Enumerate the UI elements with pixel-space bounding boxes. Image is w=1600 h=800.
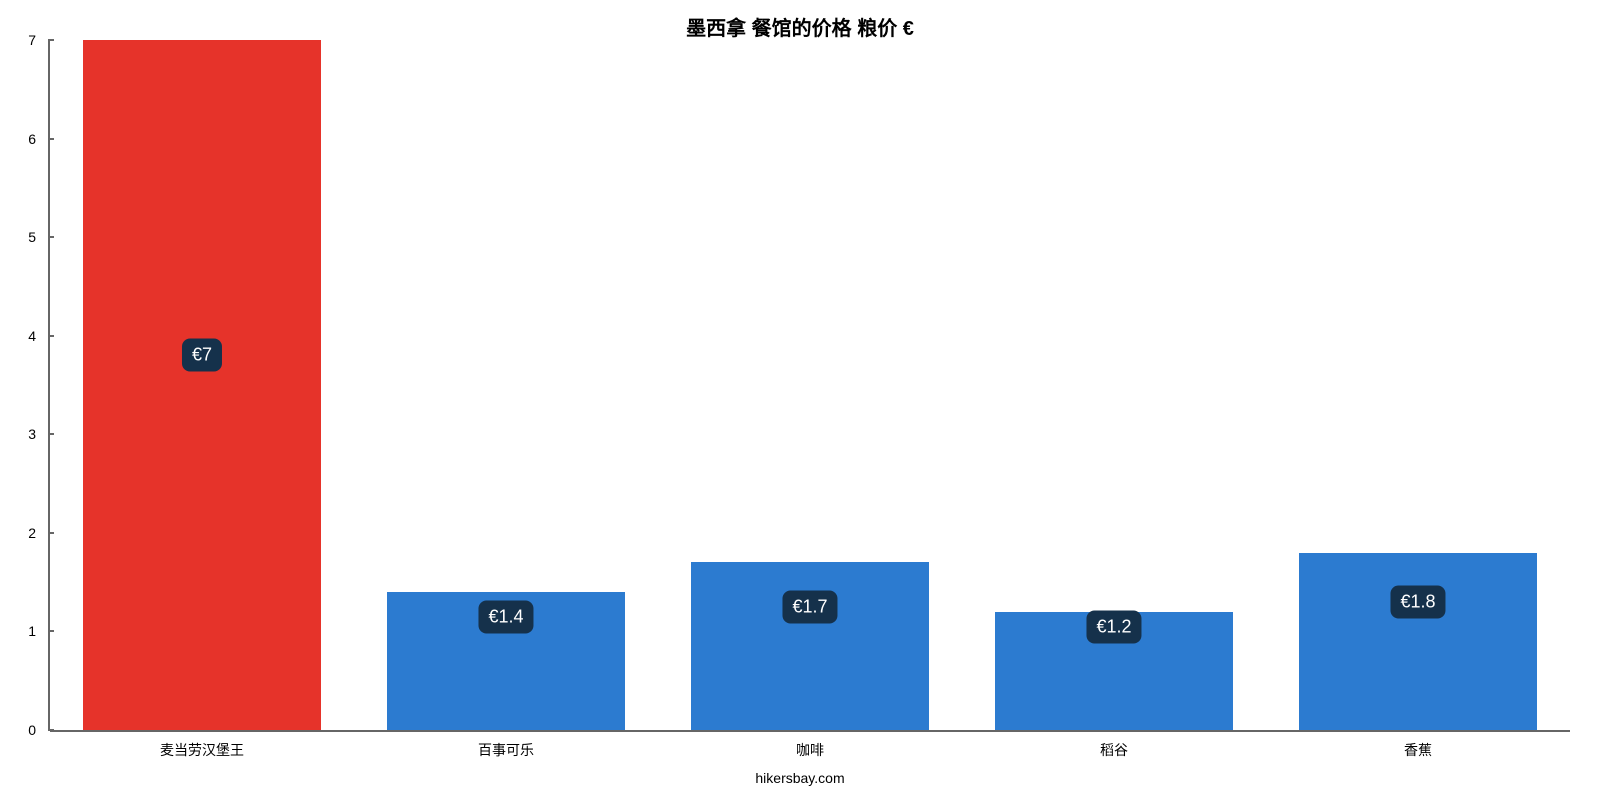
x-axis-label: 百事可乐	[354, 740, 658, 760]
value-badge: €1.4	[478, 600, 533, 633]
x-axis-label: 稻谷	[962, 740, 1266, 760]
x-axis-labels: 麦当劳汉堡王百事可乐咖啡稻谷香蕉	[50, 740, 1570, 760]
y-axis-tick-label: 2	[28, 525, 36, 541]
y-axis-tick-label: 1	[28, 623, 36, 639]
y-axis-tick-label: 6	[28, 131, 36, 147]
x-axis-label: 香蕉	[1266, 740, 1570, 760]
chart-title: 墨西拿 餐馆的价格 粮价 €	[0, 12, 1600, 41]
chart-container: 墨西拿 餐馆的价格 粮价 € 0 1 2 3 4 5 6 7 €7 €1.4 €1.7 €1.2 €1…	[0, 0, 1600, 800]
y-axis-tick-label: 5	[28, 229, 36, 245]
value-badge: €1.7	[782, 590, 837, 623]
y-axis-tick-label: 0	[28, 722, 36, 738]
x-axis	[50, 730, 1570, 732]
value-badge: €1.2	[1086, 610, 1141, 643]
y-axis-tick-label: 4	[28, 328, 36, 344]
source-attribution: hikersbay.com	[0, 770, 1600, 786]
value-badge: €1.8	[1390, 585, 1445, 618]
bar-slot: €1.7	[658, 40, 962, 730]
value-badge: €7	[182, 339, 222, 372]
bar	[83, 40, 320, 730]
bar-slot: €1.4	[354, 40, 658, 730]
y-axis-tick-label: 7	[28, 32, 36, 48]
x-axis-label: 咖啡	[658, 740, 962, 760]
bar-slot: €1.2	[962, 40, 1266, 730]
bar-slot: €7	[50, 40, 354, 730]
bar	[691, 562, 928, 730]
y-axis-tick-label: 3	[28, 426, 36, 442]
bar	[1299, 553, 1536, 730]
x-axis-label: 麦当劳汉堡王	[50, 740, 354, 760]
bar-slot: €1.8	[1266, 40, 1570, 730]
plot-area: €7 €1.4 €1.7 €1.2 €1.8	[50, 40, 1570, 730]
bars-group: €7 €1.4 €1.7 €1.2 €1.8	[50, 40, 1570, 730]
